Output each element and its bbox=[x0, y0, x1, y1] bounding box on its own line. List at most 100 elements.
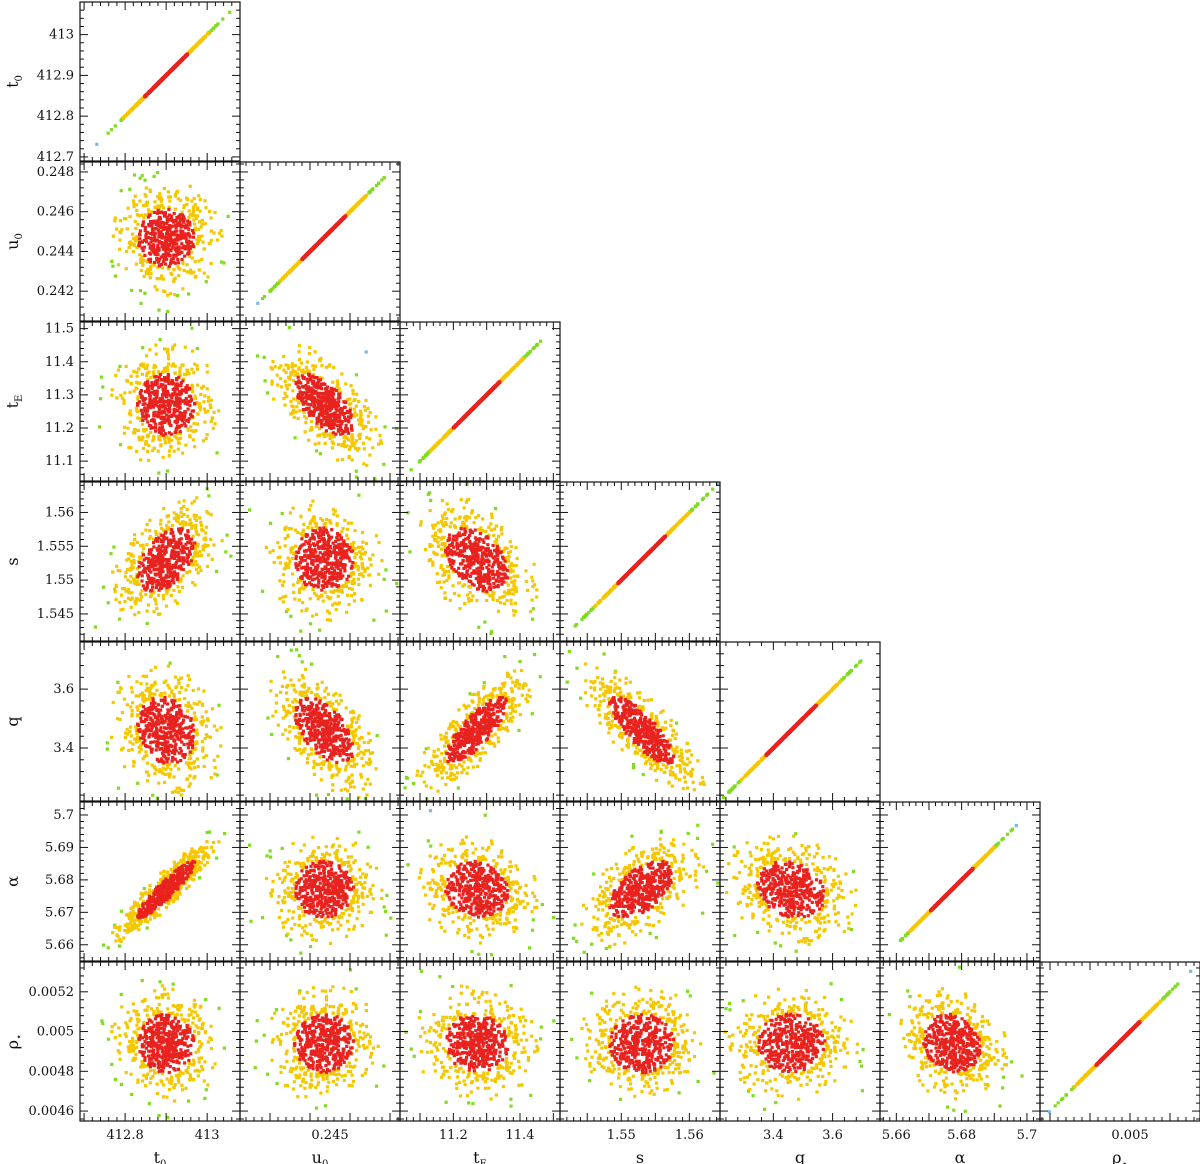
scatter-point bbox=[121, 608, 124, 611]
scatter-point bbox=[118, 239, 121, 242]
scatter-point bbox=[198, 516, 201, 519]
scatter-point bbox=[358, 437, 361, 440]
scatter-point bbox=[270, 383, 273, 386]
scatter-point bbox=[320, 364, 323, 367]
scatter-point bbox=[279, 364, 282, 367]
scatter-point bbox=[337, 397, 340, 400]
scatter-point bbox=[115, 565, 118, 568]
scatter-point bbox=[212, 543, 215, 546]
scatter-point bbox=[170, 532, 173, 535]
scatter-point bbox=[155, 252, 158, 255]
scatter-point bbox=[120, 228, 123, 231]
scatter-point bbox=[282, 600, 285, 603]
scatter-point bbox=[161, 393, 164, 396]
y-tick-label: 0.244 bbox=[37, 244, 74, 259]
scatter-point bbox=[142, 447, 145, 450]
scatter-point bbox=[154, 530, 157, 533]
scatter-point bbox=[336, 458, 339, 461]
scatter-point bbox=[157, 471, 160, 474]
scatter-point bbox=[203, 421, 206, 424]
scatter-point bbox=[291, 389, 294, 392]
scatter-point bbox=[331, 440, 334, 443]
scatter-point bbox=[189, 269, 192, 272]
scatter-point bbox=[192, 371, 195, 374]
scatter-point bbox=[145, 440, 148, 443]
scatter-point bbox=[165, 574, 168, 577]
scatter-point bbox=[163, 215, 166, 218]
scatter-point bbox=[374, 428, 377, 431]
scatter-point bbox=[138, 565, 141, 568]
scatter-point bbox=[343, 416, 346, 419]
scatter-point bbox=[95, 143, 98, 146]
scatter-point bbox=[175, 378, 178, 381]
scatter-point bbox=[138, 583, 141, 586]
scatter-point bbox=[191, 410, 194, 413]
scatter-point bbox=[129, 409, 132, 412]
scatter-point bbox=[191, 350, 194, 353]
scatter-point bbox=[160, 416, 163, 419]
scatter-point bbox=[324, 442, 327, 445]
scatter-point bbox=[145, 581, 148, 584]
scatter-point bbox=[142, 216, 145, 219]
scatter-point bbox=[156, 212, 159, 215]
scatter-point bbox=[344, 382, 347, 385]
scatter-point bbox=[295, 410, 298, 413]
scatter-point bbox=[195, 568, 198, 571]
scatter-point bbox=[138, 382, 141, 385]
scatter-point bbox=[190, 546, 193, 549]
scatter-point bbox=[174, 277, 177, 280]
scatter-point bbox=[256, 302, 259, 305]
scatter-point bbox=[355, 470, 358, 473]
scatter-point bbox=[126, 380, 129, 383]
scatter-point bbox=[284, 380, 287, 383]
scatter-point bbox=[191, 229, 194, 232]
scatter-point bbox=[344, 435, 347, 438]
scatter-point bbox=[285, 384, 288, 387]
scatter-point bbox=[166, 369, 169, 372]
scatter-point bbox=[191, 581, 194, 584]
scatter-point bbox=[170, 579, 173, 582]
scatter-point bbox=[187, 408, 190, 411]
scatter-point bbox=[355, 393, 358, 396]
scatter-point bbox=[134, 227, 137, 230]
scatter-point bbox=[159, 400, 162, 403]
scatter-point bbox=[166, 294, 169, 297]
scatter-point bbox=[200, 528, 203, 531]
scatter-point bbox=[126, 227, 129, 230]
scatter-point bbox=[183, 373, 186, 376]
scatter-point bbox=[325, 366, 328, 369]
scatter-point bbox=[110, 394, 113, 397]
scatter-point bbox=[167, 580, 170, 583]
scatter-point bbox=[114, 275, 117, 278]
scatter-point bbox=[187, 427, 190, 430]
scatter-point bbox=[165, 605, 168, 608]
scatter-point bbox=[123, 391, 126, 394]
scatter-point bbox=[166, 348, 169, 351]
scatter-point bbox=[151, 585, 154, 588]
y-axis-label: tE bbox=[3, 395, 25, 409]
y-axis-label: s bbox=[3, 557, 22, 565]
scatter-point bbox=[325, 429, 328, 432]
scatter-point bbox=[157, 536, 160, 539]
y-tick-label: 1.55 bbox=[45, 573, 74, 588]
scatter-point bbox=[145, 186, 148, 189]
scatter-point bbox=[196, 242, 199, 245]
scatter-point bbox=[124, 575, 127, 578]
scatter-point bbox=[174, 599, 177, 602]
scatter-point bbox=[167, 520, 170, 523]
scatter-point bbox=[193, 222, 196, 225]
scatter-point bbox=[195, 519, 198, 522]
scatter-point bbox=[202, 545, 205, 548]
scatter-point bbox=[347, 419, 350, 422]
scatter-point bbox=[311, 615, 314, 618]
scatter-point bbox=[147, 575, 150, 578]
scatter-point bbox=[115, 396, 118, 399]
scatter-point bbox=[149, 190, 152, 193]
scatter-point bbox=[314, 350, 317, 353]
scatter-point bbox=[185, 571, 188, 574]
scatter-point bbox=[176, 265, 179, 268]
y-axis-label: t0 bbox=[3, 75, 25, 88]
scatter-point bbox=[309, 622, 312, 625]
scatter-point bbox=[148, 348, 151, 351]
scatter-point bbox=[207, 399, 210, 402]
